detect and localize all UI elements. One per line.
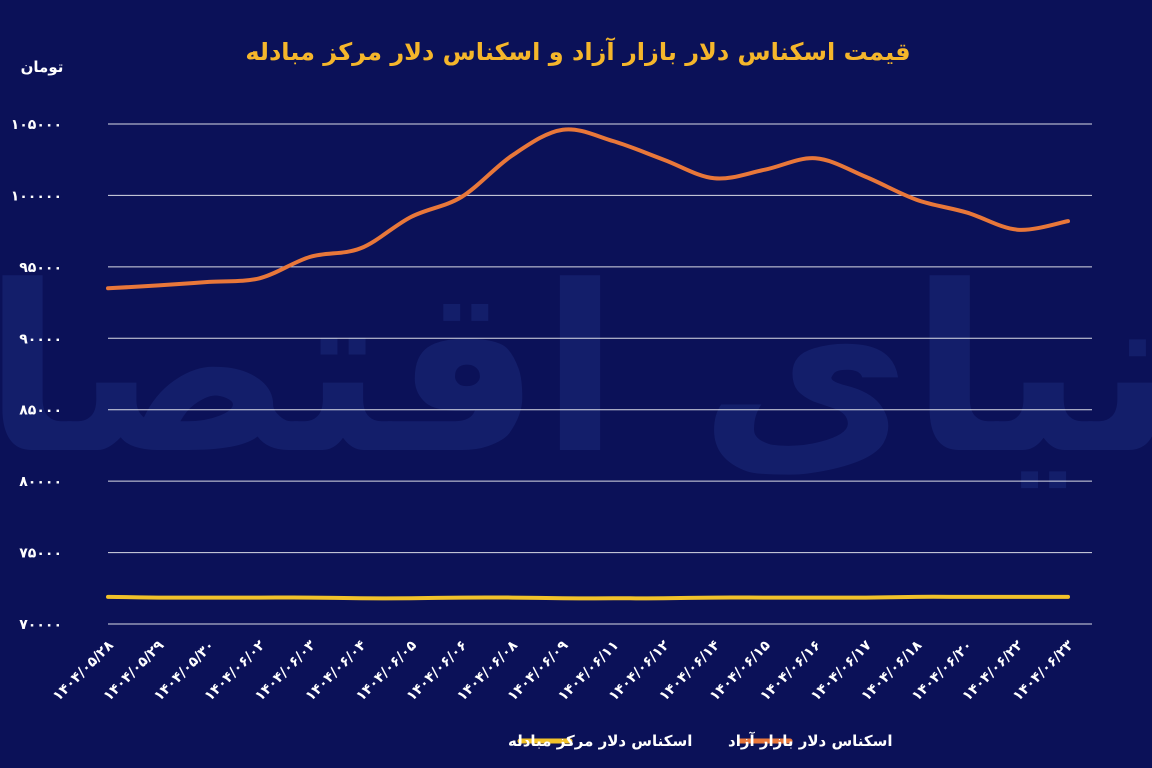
y-tick-label: ۱۰۰۰۰۰ — [11, 188, 62, 204]
legend-item-exchange-center: اسکناس دلار مرکز مبادله — [508, 732, 692, 750]
watermark-layer: دنیای اقتصاد — [0, 238, 1152, 505]
y-tick-label: ۹۰۰۰۰ — [19, 331, 62, 347]
legend-item-free-market: اسکناس دلار بازار آزاد — [728, 732, 893, 750]
y-tick-label: ۹۵۰۰۰ — [19, 260, 62, 276]
y-tick-label: ۷۰۰۰۰ — [19, 617, 62, 633]
y-tick-label: ۷۵۰۰۰ — [19, 546, 62, 562]
legend-label-free-market: اسکناس دلار بازار آزاد — [728, 732, 893, 750]
series-layer — [106, 127, 1070, 601]
series-line-exchange-center — [106, 594, 1070, 601]
watermark-logo: دنیای اقتصاد — [0, 238, 1152, 505]
x-axis-ticks: ۱۴۰۴/۰۵/۲۸۱۴۰۴/۰۵/۲۹۱۴۰۴/۰۵/۳۰۱۴۰۴/۰۶/۰۲… — [50, 637, 1077, 704]
y-tick-label: ۸۰۰۰۰ — [19, 474, 62, 490]
grid-layer — [108, 123, 1092, 625]
y-axis-ticks: ۷۰۰۰۰ ۷۵۰۰۰ ۸۰۰۰۰ ۸۵۰۰۰ ۹۰۰۰۰ ۹۵۰۰۰ ۱۰۰۰۰۰ ۱۰۵۰… — [11, 117, 62, 633]
y-tick-label: ۸۵۰۰۰ — [19, 403, 62, 419]
y-axis-unit-label: تومان — [21, 58, 64, 76]
series-line-free-market — [106, 127, 1070, 291]
chart-title: قیمت اسکناس دلار بازار آزاد و اسکناس دلا… — [245, 37, 910, 66]
y-tick-label: ۱۰۵۰۰۰ — [11, 117, 62, 133]
legend-label-exchange-center: اسکناس دلار مرکز مبادله — [508, 732, 692, 750]
legend: اسکناس دلار بازار آزاد اسکناس دلار مرکز … — [508, 732, 893, 750]
